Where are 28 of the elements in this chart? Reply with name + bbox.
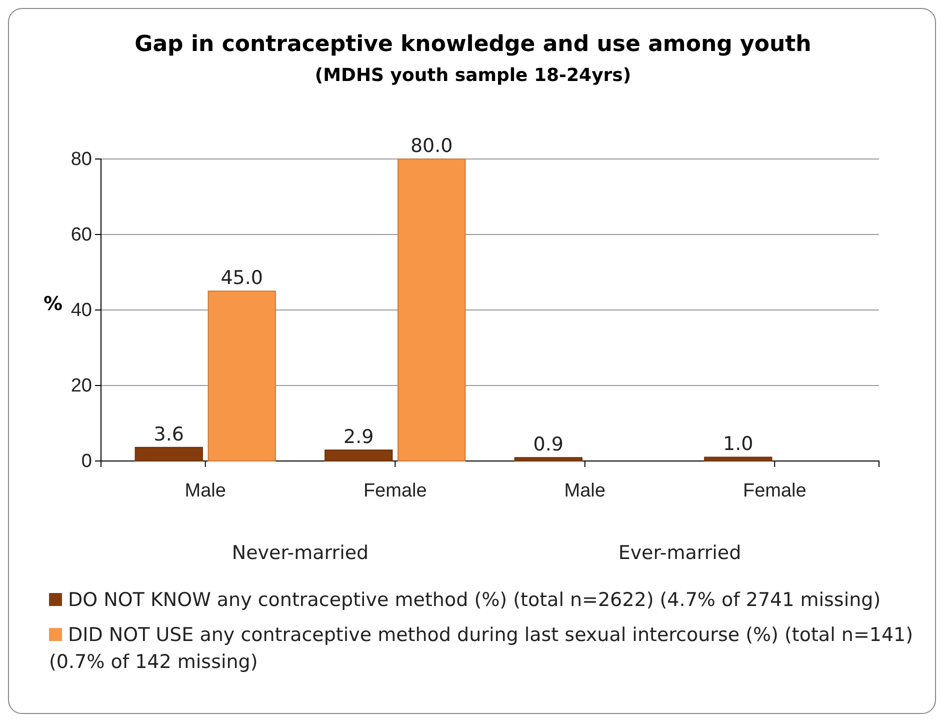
- text: 2.9: [344, 426, 374, 448]
- text: 80.0: [410, 135, 453, 157]
- text: Ever-married: [618, 542, 742, 564]
- text: 45.0: [220, 267, 264, 290]
- x-tick-label: Male: [564, 480, 606, 502]
- bar: [324, 450, 393, 462]
- y-tick-label: 0: [81, 451, 92, 472]
- y-axis-title: %: [43, 293, 63, 315]
- bar: [704, 456, 772, 462]
- bar: [208, 290, 276, 462]
- text: 1.0: [723, 433, 754, 456]
- y-tick-label: 40: [70, 300, 92, 322]
- text: 0.9: [533, 434, 564, 456]
- text: 3.6: [154, 423, 184, 446]
- bar: [398, 158, 466, 462]
- x-tick-label: Female: [363, 480, 427, 502]
- text: Never-married: [232, 542, 369, 564]
- legend-label: DID NOT USE any contraceptive method during last sexual intercourse (%) (total n=141) (0.7% of 142 missing): [49, 624, 914, 673]
- legend-label: DO NOT KNOW any contraceptive method (%) (total n=2622) (4.7% of 2741 missing): [68, 589, 881, 611]
- bar: [134, 446, 203, 462]
- y-tick-label: 60: [70, 224, 92, 246]
- y-tick-label: 80: [70, 149, 92, 170]
- bar: [514, 457, 582, 462]
- x-tick-label: Male: [184, 480, 226, 502]
- chart-subtitle: (MDHS youth sample 18-24yrs): [314, 65, 632, 86]
- x-tick-label: Female: [742, 480, 806, 502]
- y-tick-label: 20: [70, 376, 92, 397]
- chart-title: Gap in contraceptive knowledge and use among youth: [134, 32, 812, 57]
